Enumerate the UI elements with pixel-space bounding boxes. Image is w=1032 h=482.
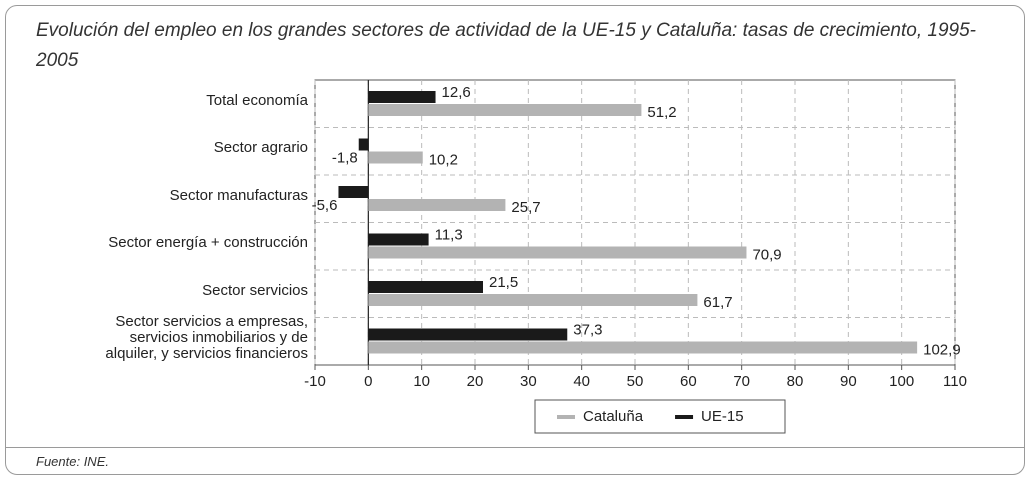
legend-box xyxy=(534,399,786,434)
bar xyxy=(358,138,369,151)
legend-swatch xyxy=(557,415,575,419)
category-label: Sector servicios xyxy=(202,281,308,299)
separator xyxy=(5,447,1025,448)
x-tick-label: 10 xyxy=(413,373,430,390)
value-label: 61,7 xyxy=(703,294,732,311)
source: Fuente: INE. xyxy=(36,454,109,469)
value-label: -5,6 xyxy=(312,197,338,214)
value-label: 37,3 xyxy=(573,321,602,338)
x-tick-label: 80 xyxy=(787,373,804,390)
value-label: 21,5 xyxy=(489,274,518,291)
category-label: Sector servicios a empresas, servicios i… xyxy=(105,313,308,363)
bar xyxy=(368,341,918,354)
x-tick-label: 40 xyxy=(573,373,590,390)
value-label: 51,2 xyxy=(647,104,676,121)
value-label: 10,2 xyxy=(429,151,458,168)
x-tick-label: 60 xyxy=(680,373,697,390)
bar xyxy=(368,233,429,246)
bar xyxy=(338,186,369,198)
x-tick-label: 0 xyxy=(364,373,372,390)
bar xyxy=(368,151,423,164)
chart-title: Evolución del empleo en los grandes sect… xyxy=(36,20,976,71)
bar xyxy=(368,294,698,306)
x-tick-label: 50 xyxy=(627,373,644,390)
x-tick-label: 30 xyxy=(520,373,537,390)
frame xyxy=(5,5,1025,475)
x-tick-label: 90 xyxy=(840,373,857,390)
bar xyxy=(368,246,747,259)
value-label: 102,9 xyxy=(923,341,961,358)
bar xyxy=(368,199,506,211)
x-tick-label: 110 xyxy=(943,373,967,390)
bar xyxy=(368,91,436,103)
bar xyxy=(368,328,568,341)
value-label: 11,3 xyxy=(435,226,463,243)
x-tick-label: 70 xyxy=(733,373,750,390)
category-label: Total economía xyxy=(206,91,308,109)
value-label: 25,7 xyxy=(511,199,540,216)
bar xyxy=(368,281,483,293)
value-label: -1,8 xyxy=(332,149,358,166)
category-label: Sector manufacturas xyxy=(169,186,308,204)
legend-swatch xyxy=(675,415,694,419)
x-tick-label: 20 xyxy=(467,373,484,390)
category-label: Sector agrario xyxy=(213,139,308,157)
legend-label: UE-15 xyxy=(701,408,744,425)
category-label: Sector energía + construcción xyxy=(108,234,308,252)
x-tick-label: -10 xyxy=(304,373,326,390)
legend-label: Cataluña xyxy=(583,408,644,425)
value-label: 70,9 xyxy=(752,246,781,263)
x-tick-label: 100 xyxy=(889,373,914,390)
bar xyxy=(368,104,642,116)
value-label: 12,6 xyxy=(442,84,471,101)
